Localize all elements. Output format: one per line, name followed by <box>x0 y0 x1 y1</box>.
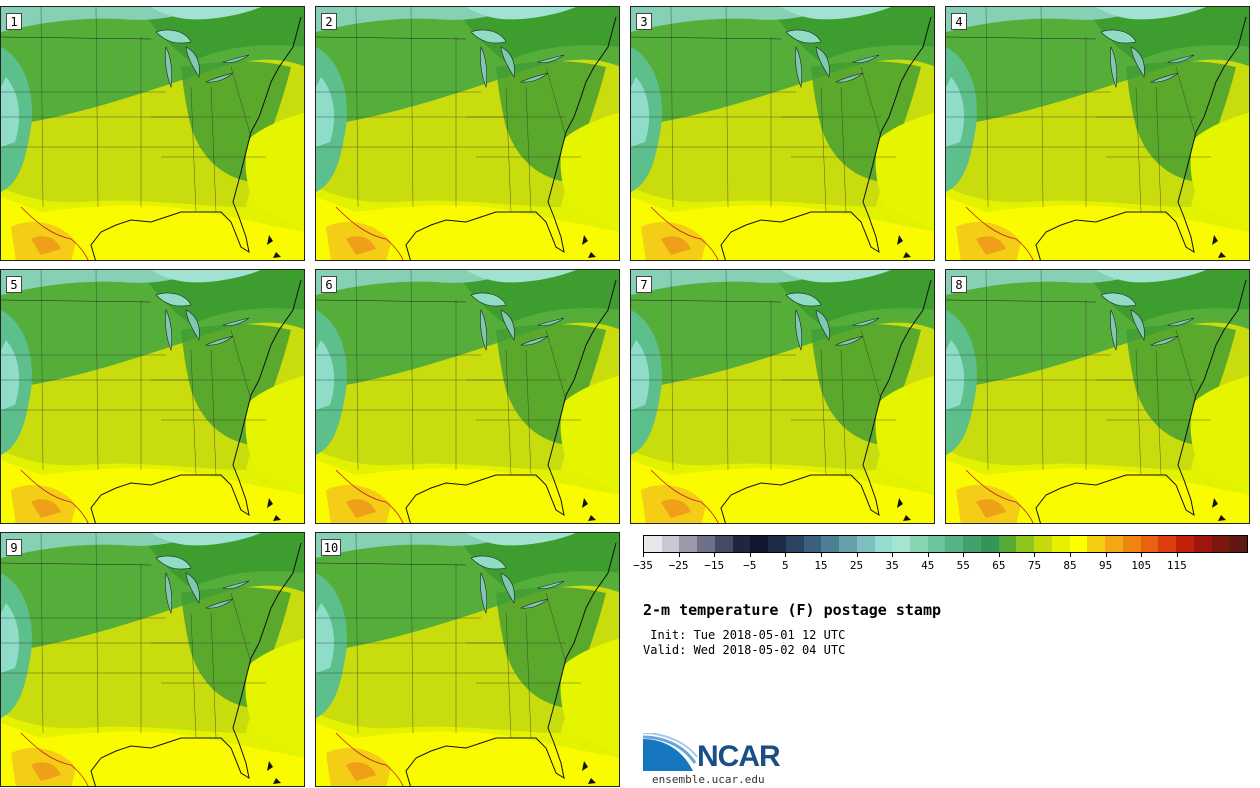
member-label: 2 <box>321 13 337 30</box>
member-label: 9 <box>6 539 22 556</box>
colorbar-segment <box>750 536 769 552</box>
colorbar-tick-label: 105 <box>1131 559 1152 572</box>
colorbar-tick <box>963 553 965 557</box>
colorbar-segment <box>980 536 999 552</box>
colorbar-tick-label: 115 <box>1166 559 1187 572</box>
stamp-panel-4[interactable]: 4 <box>945 6 1250 261</box>
colorbar-tick-label: 65 <box>992 559 1006 572</box>
colorbar-tick <box>856 553 858 557</box>
colorbar-segment <box>998 536 1017 552</box>
member-label: 1 <box>6 13 22 30</box>
colorbar-segment <box>768 536 786 552</box>
colorbar-segment <box>1016 536 1035 552</box>
colorbar-tick-label: 45 <box>921 559 935 572</box>
stamp-panel-1[interactable]: 1 <box>0 6 305 261</box>
colorbar-tick <box>678 553 680 557</box>
colorbar-segment <box>1034 536 1052 552</box>
colorbar-segment <box>1122 536 1141 552</box>
colorbar-segment <box>821 536 840 552</box>
colorbar-segment <box>661 536 680 552</box>
colorbar-tick-label: 85 <box>1063 559 1077 572</box>
colorbar-segment <box>785 536 804 552</box>
colorbar-segment <box>1140 536 1159 552</box>
colorbar-segment <box>644 536 662 552</box>
colorbar-tick <box>820 553 822 557</box>
colorbar-tick-label: −35 <box>633 559 653 572</box>
logo-text: NCAR <box>697 740 781 773</box>
colorbar-segment <box>679 536 698 552</box>
colorbar-segment <box>856 536 875 552</box>
member-label: 8 <box>951 276 967 293</box>
colorbar-segment <box>892 536 911 552</box>
site-url[interactable]: ensemble.ucar.edu <box>652 773 765 786</box>
stamp-panel-8[interactable]: 8 <box>945 269 1250 524</box>
valid-time: Valid: Wed 2018-05-02 04 UTC <box>643 643 846 657</box>
colorbar-tick <box>1176 553 1178 557</box>
stamp-panel-9[interactable]: 9 <box>0 532 305 787</box>
stamp-panel-2[interactable]: 2 <box>315 6 620 261</box>
colorbar-tick-label: 35 <box>885 559 899 572</box>
colorbar-segment <box>714 536 733 552</box>
colorbar-tick <box>749 553 751 557</box>
colorbar-tick <box>1070 553 1072 557</box>
colorbar-tick <box>785 553 787 557</box>
colorbar-tick-label: −15 <box>704 559 725 572</box>
colorbar-tick <box>1034 553 1036 557</box>
colorbar-tick <box>998 553 1000 557</box>
colorbar-segment <box>803 536 822 552</box>
colorbar-segment <box>927 536 946 552</box>
colorbar-segment <box>874 536 893 552</box>
member-label: 6 <box>321 276 337 293</box>
member-label: 4 <box>951 13 967 30</box>
stamp-panel-6[interactable]: 6 <box>315 269 620 524</box>
colorbar-tick-label: 95 <box>1099 559 1113 572</box>
stamp-panel-5[interactable]: 5 <box>0 269 305 524</box>
member-label: 10 <box>321 539 341 556</box>
colorbar-tick <box>714 553 716 557</box>
stamp-panel-10[interactable]: 10 <box>315 532 620 787</box>
stamp-panel-3[interactable]: 3 <box>630 6 935 261</box>
colorbar-tick-label: 75 <box>1027 559 1042 572</box>
colorbar-tick <box>1141 553 1143 557</box>
colorbar-segment <box>1158 536 1177 552</box>
colorbar-tick <box>927 553 929 557</box>
colorbar-segment <box>1176 536 1194 552</box>
colorbar-segment <box>697 536 715 552</box>
member-label: 3 <box>636 13 652 30</box>
colorbar-segment <box>945 536 964 552</box>
colorbar-segment <box>1051 536 1070 552</box>
colorbar-segment <box>732 536 751 552</box>
colorbar-segment <box>1087 536 1106 552</box>
colorbar-tick <box>643 553 644 557</box>
init-time: Init: Tue 2018-05-01 12 UTC <box>643 628 846 642</box>
stamp-panel-7[interactable]: 7 <box>630 269 935 524</box>
temperature-colorbar <box>643 535 1248 553</box>
colorbar-tick-label: 25 <box>849 559 864 572</box>
colorbar-segment <box>1229 536 1247 552</box>
colorbar-tick-label: 55 <box>956 559 970 572</box>
colorbar-segment <box>1193 536 1212 552</box>
colorbar-segment <box>1069 536 1088 552</box>
colorbar-segment <box>963 536 981 552</box>
colorbar-tick <box>1105 553 1107 557</box>
colorbar-tick-label: −25 <box>668 559 689 572</box>
colorbar-segment <box>1105 536 1123 552</box>
ncar-logo-icon[interactable] <box>643 733 793 773</box>
plot-title: 2-m temperature (F) postage stamp <box>643 601 942 619</box>
colorbar-segment <box>839 536 857 552</box>
colorbar-tick-label: −5 <box>743 559 757 572</box>
member-label: 7 <box>636 276 652 293</box>
member-label: 5 <box>6 276 22 293</box>
colorbar-segment <box>910 536 928 552</box>
colorbar-tick-label: 15 <box>814 559 828 572</box>
colorbar-segment <box>1211 536 1230 552</box>
colorbar-ticks: −35 −25 −15 −5 5 15 25 35 45 55 65 75 85 95 105 115 <box>633 553 1248 577</box>
colorbar-tick-label: 5 <box>782 559 789 572</box>
colorbar-tick <box>892 553 894 557</box>
